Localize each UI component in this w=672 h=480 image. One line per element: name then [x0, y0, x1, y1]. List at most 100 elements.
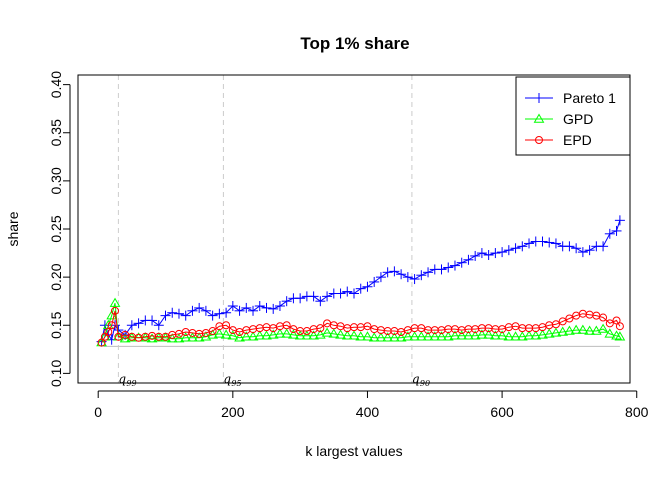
x-tick-label: 800: [625, 404, 649, 420]
data-point: [470, 250, 481, 261]
data-point: [497, 247, 508, 258]
data-point: [322, 291, 333, 302]
data-point: [565, 314, 574, 323]
data-point: [107, 321, 116, 330]
data-point: [570, 324, 582, 334]
data-point: [173, 308, 184, 319]
data-point: [153, 320, 164, 331]
data-point: [463, 254, 474, 265]
data-point: [543, 328, 555, 338]
data-point: [133, 318, 144, 329]
data-point: [590, 325, 602, 335]
data-point: [335, 329, 346, 339]
legend-label: EPD: [563, 132, 592, 148]
data-point: [436, 331, 447, 341]
data-point: [308, 330, 319, 340]
data-point: [221, 307, 232, 318]
data-point: [308, 291, 319, 302]
data-point: [126, 320, 137, 331]
data-point: [368, 332, 380, 342]
data-point: [416, 270, 427, 281]
data-point: [109, 297, 121, 307]
quantile-label: q: [118, 372, 126, 386]
data-point: [274, 328, 286, 338]
data-point: [342, 286, 353, 297]
y-tick-label: 0.10: [48, 360, 64, 387]
data-point: [227, 301, 238, 311]
data-point: [160, 310, 171, 321]
data-point: [180, 310, 191, 321]
data-point: [604, 328, 616, 338]
data-point: [409, 274, 420, 285]
data-point: [240, 331, 252, 341]
data-point: [241, 302, 252, 313]
data-point: [564, 325, 575, 335]
data-point: [349, 288, 359, 299]
data-point: [551, 320, 560, 329]
y-tick-label: 0.20: [48, 263, 64, 290]
data-point: [194, 302, 205, 313]
data-point: [615, 322, 624, 331]
data-point: [363, 322, 372, 331]
data-point: [402, 272, 413, 283]
legend-label: GPD: [563, 111, 593, 127]
data-point: [436, 264, 447, 275]
data-point: [530, 330, 542, 340]
data-point: [550, 327, 562, 337]
data-point: [423, 267, 434, 278]
data-point: [321, 327, 333, 337]
data-point: [254, 330, 266, 340]
data-point: [382, 332, 394, 342]
data-point: [489, 330, 501, 340]
data-point: [375, 332, 387, 342]
data-point: [537, 236, 548, 247]
data-point: [180, 332, 192, 342]
data-point: [544, 237, 555, 248]
data-point: [597, 323, 609, 333]
data-point: [599, 313, 608, 322]
data-point: [268, 303, 279, 314]
y-axis-label: share: [5, 211, 21, 246]
data-point: [605, 319, 614, 328]
data-point: [469, 330, 481, 340]
data-point: [328, 328, 340, 338]
data-point: [611, 225, 622, 236]
data-point: [510, 331, 521, 341]
y-tick-label: 0.30: [48, 167, 64, 194]
data-point: [288, 329, 299, 339]
data-point: [247, 331, 259, 341]
data-point: [348, 330, 360, 340]
data-point: [395, 332, 407, 342]
data-point: [274, 301, 285, 311]
y-tick-label: 0.40: [48, 71, 64, 98]
data-point: [104, 327, 113, 336]
data-point: [442, 331, 454, 341]
data-point: [187, 332, 198, 342]
data-point: [369, 276, 380, 287]
data-point: [476, 329, 488, 339]
quantile-label: q: [223, 372, 231, 386]
data-point: [341, 330, 353, 340]
data-point: [557, 326, 569, 336]
legend: Pareto 1 GPD EPD: [515, 76, 631, 156]
legend-marker: [533, 113, 545, 123]
data-point: [267, 329, 279, 339]
data-point: [558, 317, 567, 326]
data-point: [415, 331, 427, 341]
x-tick-label: 0: [94, 404, 102, 420]
x-tick-label: 200: [221, 404, 245, 420]
data-point: [248, 305, 259, 316]
data-point: [396, 269, 407, 280]
x-axis-label: k largest values: [305, 443, 402, 459]
data-point: [449, 330, 461, 340]
data-point: [147, 315, 158, 326]
data-point: [516, 331, 528, 341]
data-point: [261, 302, 272, 313]
data-point: [315, 296, 326, 307]
data-point: [213, 328, 225, 338]
legend-box: [515, 76, 631, 156]
data-point: [476, 248, 487, 259]
data-point: [614, 331, 626, 341]
chart-title: Top 1% share: [300, 34, 409, 53]
